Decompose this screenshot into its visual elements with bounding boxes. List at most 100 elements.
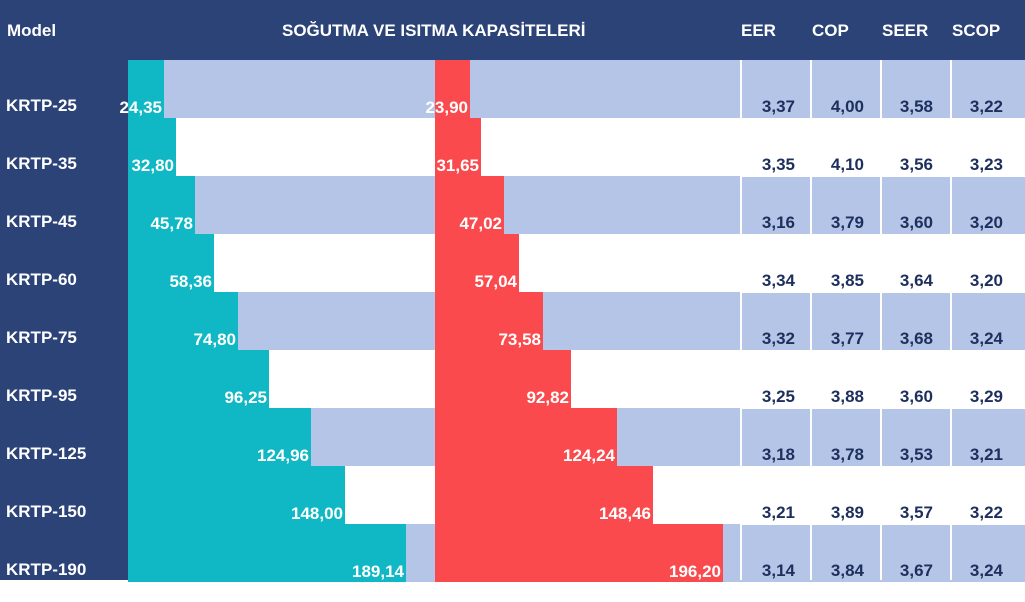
header-cop: COP — [812, 21, 849, 40]
cooling-value-label: 148,00 — [291, 504, 343, 523]
header-eer: EER — [741, 21, 776, 40]
row-divider — [740, 350, 1025, 351]
cop-value: 4,10 — [830, 155, 864, 174]
column-divider — [950, 60, 952, 580]
model-label: KRTP-95 — [6, 386, 77, 405]
eer-value: 3,25 — [761, 387, 795, 406]
cooling-value-label: 189,14 — [352, 562, 404, 581]
model-label: KRTP-75 — [6, 328, 77, 347]
heating-bar — [435, 60, 470, 118]
seer-value: 3,60 — [899, 213, 933, 232]
model-label: KRTP-60 — [6, 270, 77, 289]
heating-value-label: 47,02 — [459, 214, 502, 233]
seer-value: 3,60 — [899, 387, 933, 406]
cooling-bar — [128, 234, 214, 292]
heating-value-label: 148,46 — [599, 504, 651, 523]
scop-value: 3,29 — [969, 387, 1003, 406]
heating-bar — [435, 408, 617, 466]
heating-value-label: 124,24 — [563, 446, 615, 465]
scop-value: 3,22 — [969, 503, 1003, 522]
header-bar — [0, 0, 1025, 60]
column-divider — [880, 60, 882, 580]
cooling-bar — [128, 118, 176, 176]
model-label: KRTP-35 — [6, 154, 77, 173]
model-column — [0, 60, 128, 580]
heating-value-label: 57,04 — [474, 272, 517, 291]
heating-value-label: 92,82 — [526, 388, 569, 407]
heating-bar — [435, 524, 723, 582]
seer-value: 3,58 — [899, 97, 933, 116]
row-band — [128, 176, 1025, 234]
model-label: KRTP-45 — [6, 212, 77, 231]
cooling-bar — [128, 292, 238, 350]
model-label: KRTP-25 — [6, 96, 77, 115]
chart-title: SOĞUTMA VE ISITMA KAPASİTELERİ — [282, 21, 586, 40]
heating-value-label: 23,90 — [425, 98, 468, 117]
cooling-value-label: 32,80 — [131, 156, 174, 175]
model-label: KRTP-150 — [6, 502, 87, 521]
cooling-bar — [128, 408, 311, 466]
row-divider — [740, 466, 1025, 467]
heating-bar — [435, 466, 653, 524]
heating-value-label: 31,65 — [436, 156, 479, 175]
scop-value: 3,20 — [969, 271, 1003, 290]
cooling-value-label: 45,78 — [150, 214, 193, 233]
cop-value: 3,89 — [830, 503, 864, 522]
heating-bar — [435, 176, 504, 234]
row-divider — [740, 408, 1025, 409]
model-label: KRTP-190 — [6, 560, 87, 579]
scop-value: 3,20 — [969, 213, 1003, 232]
cooling-value-label: 74,80 — [193, 330, 236, 349]
cooling-bar — [128, 466, 345, 524]
scop-value: 3,23 — [969, 155, 1003, 174]
eer-value: 3,35 — [761, 155, 795, 174]
heating-bar — [435, 350, 571, 408]
heating-bar — [435, 118, 481, 176]
cooling-bar — [128, 60, 164, 118]
heating-bar — [435, 234, 519, 292]
scop-value: 3,24 — [969, 329, 1003, 348]
scop-value: 3,24 — [969, 561, 1003, 580]
cooling-bar — [128, 176, 195, 234]
eer-value: 3,16 — [761, 213, 795, 232]
header-model: Model — [7, 21, 57, 40]
row-divider — [740, 176, 1025, 177]
cop-value: 3,77 — [830, 329, 864, 348]
row-divider — [740, 234, 1025, 235]
cooling-value-label: 24,35 — [119, 98, 162, 117]
capacity-table: Model SOĞUTMA VE ISITMA KAPASİTELERİ EER… — [0, 0, 1025, 582]
row-band — [128, 292, 1025, 350]
cooling-value-label: 58,36 — [169, 272, 212, 291]
row-divider — [740, 118, 1025, 119]
cop-value: 3,84 — [830, 561, 864, 580]
scop-value: 3,21 — [969, 445, 1003, 464]
header-scop: SCOP — [952, 21, 1001, 40]
column-divider — [810, 60, 812, 580]
scop-value: 3,22 — [969, 97, 1003, 116]
seer-value: 3,64 — [899, 271, 933, 290]
seer-value: 3,57 — [899, 503, 933, 522]
row-divider — [740, 292, 1025, 293]
header-seer: SEER — [882, 21, 929, 40]
cop-value: 4,00 — [830, 97, 864, 116]
heating-value-label: 196,20 — [669, 562, 721, 581]
eer-value: 3,37 — [761, 97, 795, 116]
seer-value: 3,68 — [899, 329, 933, 348]
column-divider — [740, 60, 742, 580]
seer-value: 3,53 — [899, 445, 933, 464]
cop-value: 3,78 — [830, 445, 864, 464]
cooling-bar — [128, 350, 269, 408]
cop-value: 3,85 — [830, 271, 864, 290]
heating-bar — [435, 292, 543, 350]
row-band — [128, 60, 1025, 118]
cooling-value-label: 124,96 — [257, 446, 309, 465]
heating-value-label: 73,58 — [498, 330, 541, 349]
eer-value: 3,34 — [761, 271, 795, 290]
seer-value: 3,56 — [899, 155, 933, 174]
row-divider — [740, 524, 1025, 525]
model-label: KRTP-125 — [6, 444, 87, 463]
eer-value: 3,21 — [761, 503, 795, 522]
cooling-bar — [128, 524, 406, 582]
cop-value: 3,88 — [830, 387, 864, 406]
cop-value: 3,79 — [830, 213, 864, 232]
